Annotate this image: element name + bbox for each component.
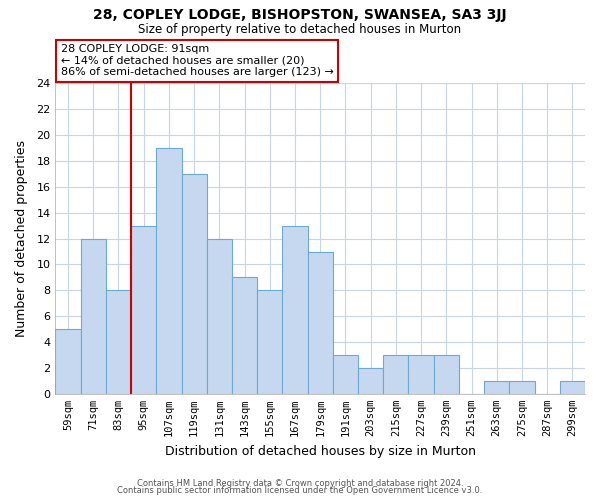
Bar [383, 355, 409, 394]
Bar [308, 252, 333, 394]
Text: Size of property relative to detached houses in Murton: Size of property relative to detached ho… [139, 22, 461, 36]
Bar [131, 226, 157, 394]
Text: 28 COPLEY LODGE: 91sqm
← 14% of detached houses are smaller (20)
86% of semi-det: 28 COPLEY LODGE: 91sqm ← 14% of detached… [61, 44, 334, 77]
Bar [157, 148, 182, 394]
Bar [409, 355, 434, 394]
Bar [232, 278, 257, 394]
Text: Contains public sector information licensed under the Open Government Licence v3: Contains public sector information licen… [118, 486, 482, 495]
Bar [509, 381, 535, 394]
Text: Contains HM Land Registry data © Crown copyright and database right 2024.: Contains HM Land Registry data © Crown c… [137, 478, 463, 488]
X-axis label: Distribution of detached houses by size in Murton: Distribution of detached houses by size … [165, 444, 476, 458]
Bar [283, 226, 308, 394]
Bar [333, 355, 358, 394]
Bar [106, 290, 131, 394]
Bar [434, 355, 459, 394]
Bar [182, 174, 207, 394]
Bar [358, 368, 383, 394]
Text: 28, COPLEY LODGE, BISHOPSTON, SWANSEA, SA3 3JJ: 28, COPLEY LODGE, BISHOPSTON, SWANSEA, S… [93, 8, 507, 22]
Bar [560, 381, 585, 394]
Bar [207, 238, 232, 394]
Bar [484, 381, 509, 394]
Bar [80, 238, 106, 394]
Bar [257, 290, 283, 394]
Y-axis label: Number of detached properties: Number of detached properties [15, 140, 28, 337]
Bar [55, 329, 80, 394]
